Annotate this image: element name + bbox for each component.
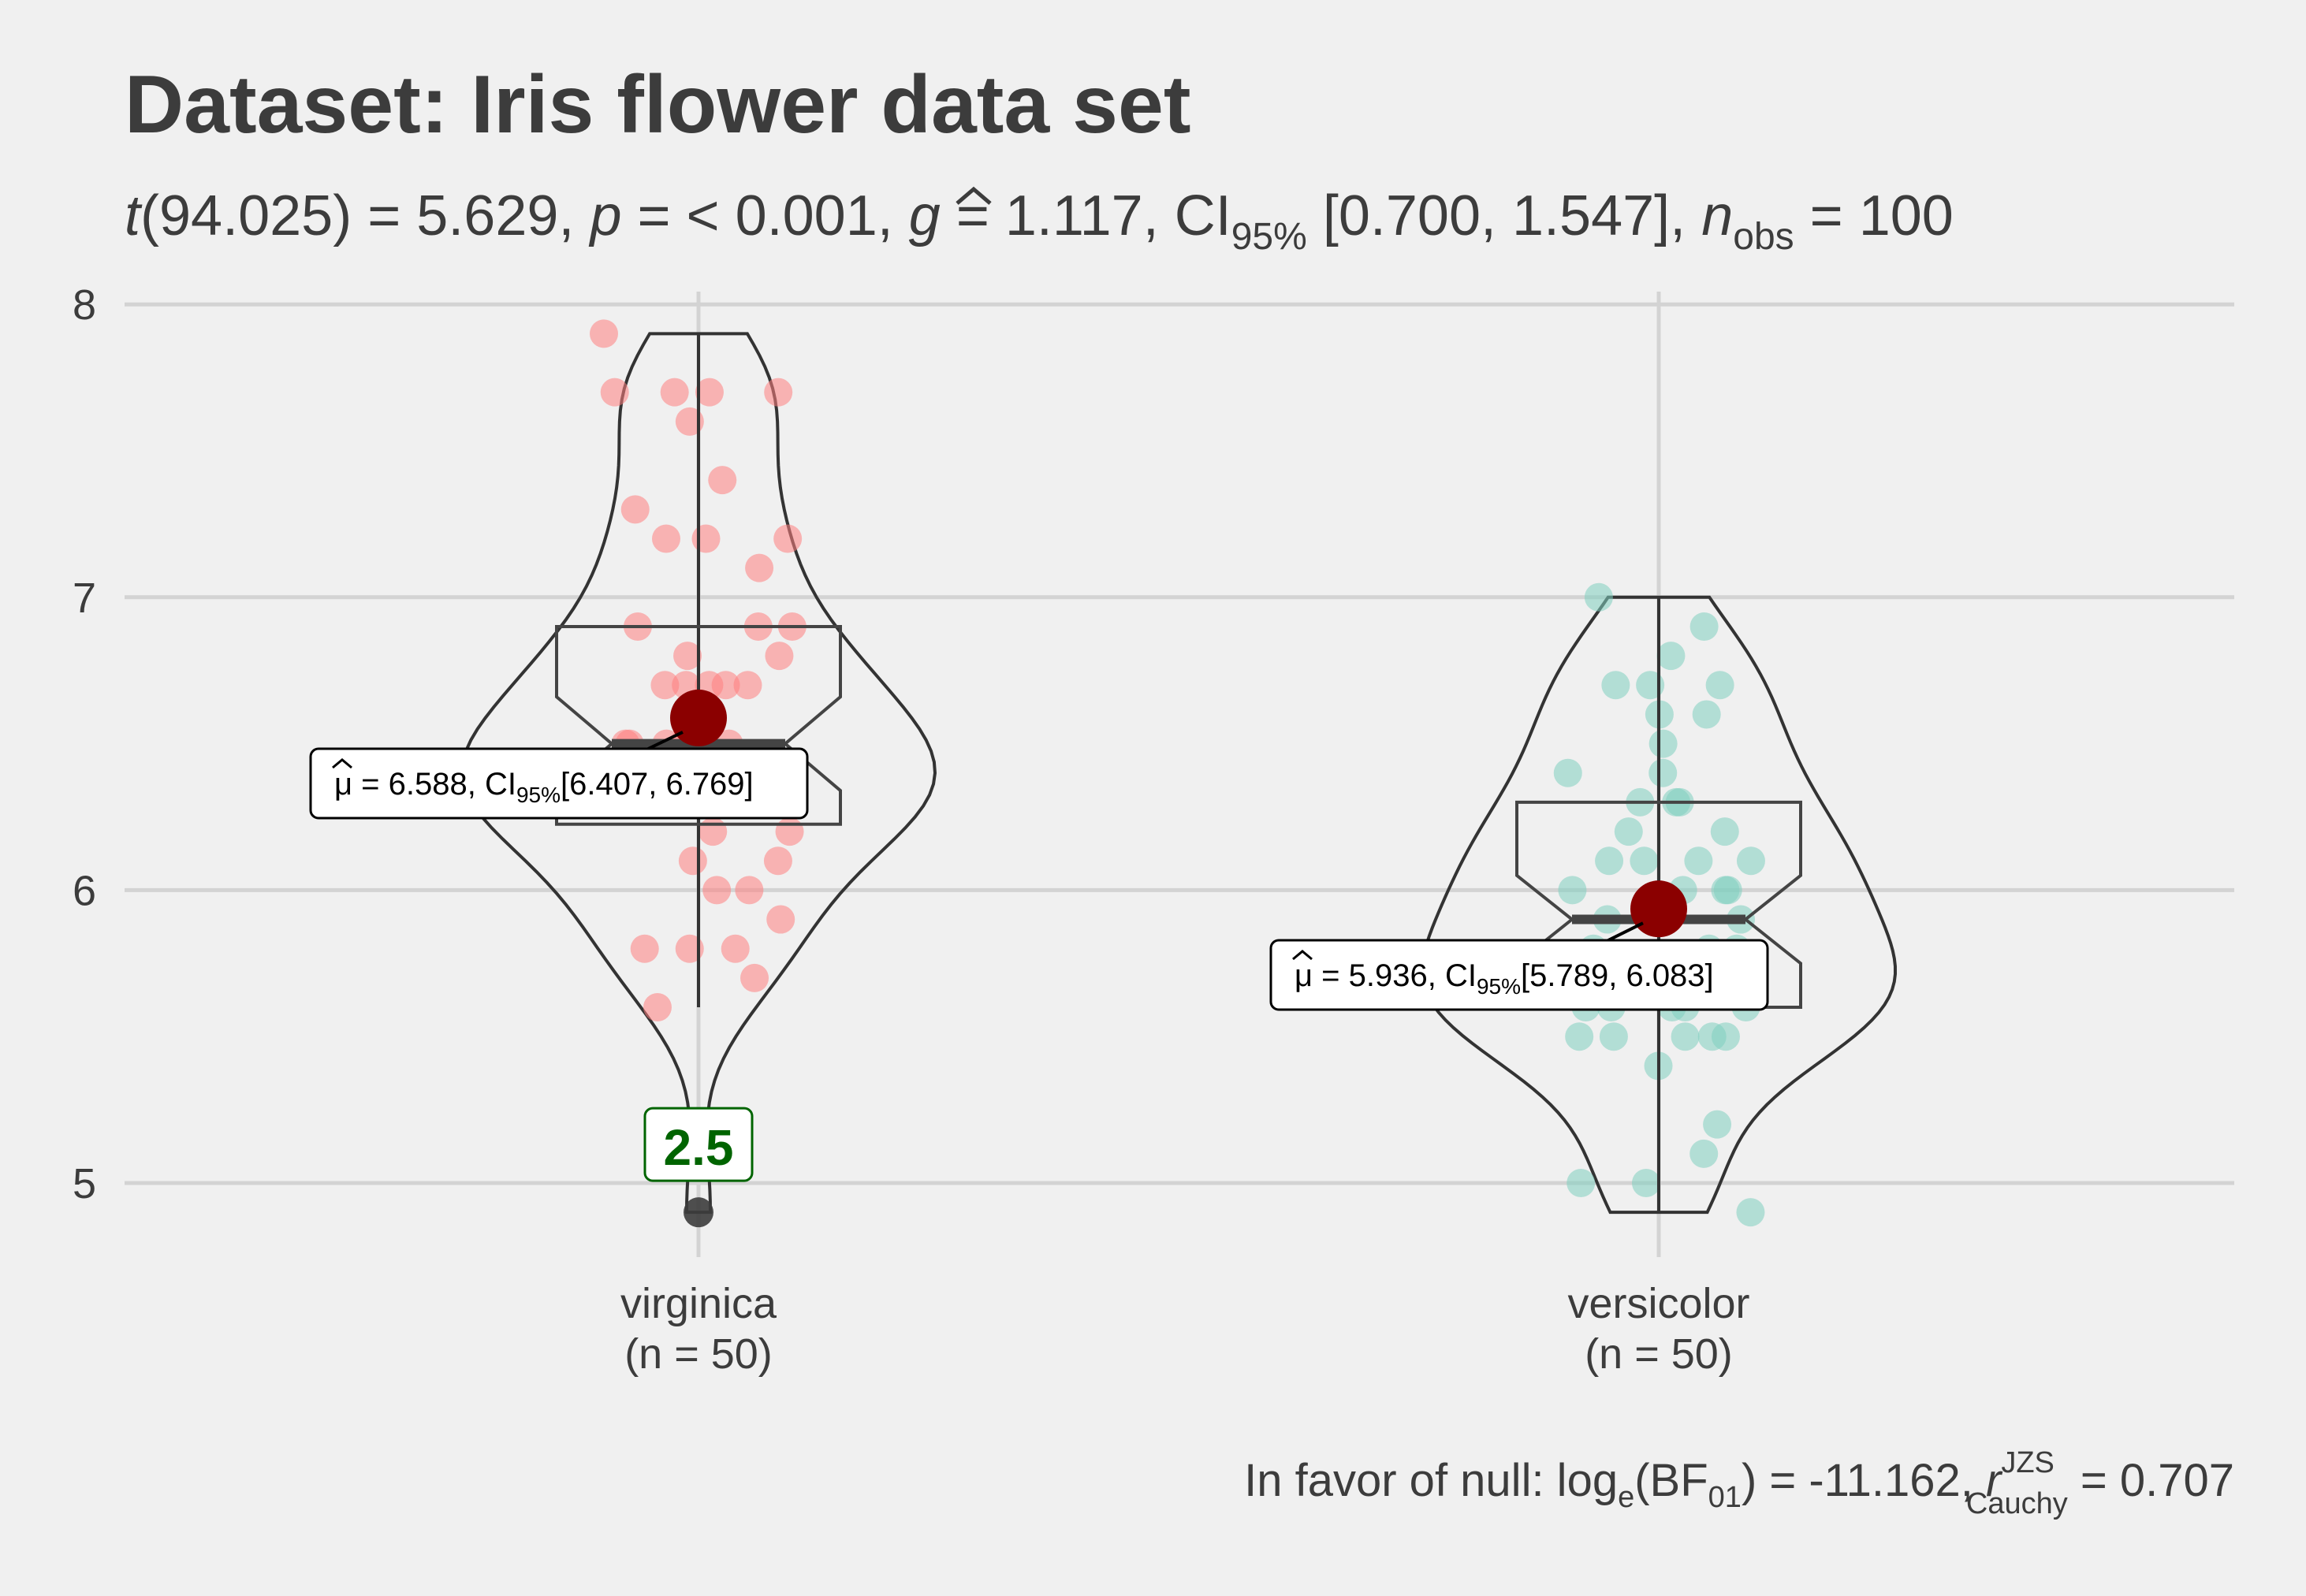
- y-tick-label-8: 8: [73, 281, 96, 329]
- data-point: [643, 993, 672, 1022]
- mu-hat-accent: [1292, 950, 1313, 961]
- y-tick-label-5: 5: [73, 1160, 96, 1207]
- data-point: [1595, 846, 1624, 876]
- data-point: [630, 934, 659, 963]
- mean-label-box-virginica: [309, 747, 809, 820]
- data-point: [702, 876, 732, 905]
- data-point: [673, 642, 702, 671]
- data-point: [763, 846, 792, 876]
- outlier-point: [684, 1197, 713, 1228]
- data-point: [1736, 846, 1765, 876]
- data-point: [1630, 846, 1659, 876]
- box-virginica: [555, 624, 842, 826]
- data-point: [1565, 1022, 1594, 1051]
- data-point: [764, 378, 793, 407]
- data-point: [1599, 1022, 1628, 1051]
- chart-caption: In favor of null: loge(BF01) = -11.162, …: [1244, 1446, 2234, 1520]
- mean-label-virginica: μ = 6.588, CI95%[6.407, 6.769]: [334, 767, 754, 807]
- data-point: [733, 671, 762, 700]
- data-point: [1648, 758, 1678, 787]
- mean-label-box-versicolor: [1269, 939, 1769, 1011]
- data-point: [1553, 758, 1582, 787]
- g-hat-accent: [956, 186, 992, 205]
- mean-labels: μ = 6.588, CI95%[6.407, 6.769] μ = 5.936,…: [309, 731, 1769, 1011]
- data-point: [745, 553, 774, 582]
- data-point: [721, 934, 750, 963]
- data-point: [1656, 642, 1686, 671]
- mean-label-versicolor: μ = 5.936, CI95%[5.789, 6.083]: [1295, 958, 1714, 999]
- data-point: [1631, 1169, 1660, 1197]
- x-tick-label-versicolor: versicolor: [1567, 1280, 1749, 1327]
- data-point: [660, 378, 689, 407]
- data-point: [678, 846, 707, 876]
- data-point: [1671, 1022, 1700, 1051]
- data-point: [735, 876, 764, 905]
- data-point: [695, 378, 724, 407]
- y-tick-label-6: 6: [73, 867, 96, 914]
- data-point: [1689, 1139, 1719, 1168]
- data-point: [1584, 582, 1613, 612]
- data-point: [1648, 729, 1678, 758]
- violin-outline-virginica: [460, 332, 937, 1215]
- data-point: [699, 817, 728, 846]
- data-point: [600, 378, 629, 407]
- data-point: [1736, 1198, 1765, 1227]
- data-point: [1567, 1169, 1596, 1197]
- data-point: [650, 671, 680, 700]
- data-point: [1601, 671, 1630, 700]
- x-tick-label-virginica: virginica: [620, 1280, 777, 1327]
- data-point: [1689, 612, 1719, 641]
- data-point: [1711, 876, 1740, 905]
- data-point: [590, 319, 618, 348]
- data-point: [675, 934, 704, 963]
- data-point: [1703, 1110, 1732, 1139]
- outlier-label-box: [643, 1107, 754, 1182]
- data-point: [675, 407, 704, 436]
- data-point: [1705, 671, 1734, 700]
- y-axis-ticks: 5 6 7 8: [73, 281, 96, 1207]
- y-tick-label-7: 7: [73, 575, 96, 622]
- mean-point-virginica: [670, 689, 727, 746]
- mean-point-versicolor: [1630, 880, 1687, 938]
- data-point: [1711, 1022, 1740, 1051]
- box-versicolor: [1515, 800, 1802, 1010]
- outlier-label: 2.5: [664, 1119, 734, 1176]
- data-point: [775, 817, 804, 846]
- data-point: [773, 524, 803, 553]
- data-point: [1692, 700, 1721, 729]
- data-point: [651, 524, 680, 553]
- data-point: [691, 524, 721, 553]
- data-point: [620, 495, 650, 524]
- data-point: [765, 642, 794, 671]
- x-tick-count-virginica: (n = 50): [624, 1330, 773, 1378]
- data-point: [1684, 846, 1713, 876]
- chart-title: Dataset: Iris flower data set: [125, 59, 1190, 151]
- chart-subtitle: t(94.025) = 5.629, p = < 0.001, g = 1.11…: [125, 184, 1954, 258]
- data-point: [740, 963, 769, 992]
- data-point: [766, 905, 795, 934]
- data-point: [1614, 817, 1643, 846]
- x-tick-count-versicolor: (n = 50): [1585, 1330, 1733, 1378]
- data-point: [1558, 876, 1587, 905]
- data-point: [708, 466, 737, 495]
- mu-hat-accent: [332, 758, 352, 769]
- data-point: [1710, 817, 1739, 846]
